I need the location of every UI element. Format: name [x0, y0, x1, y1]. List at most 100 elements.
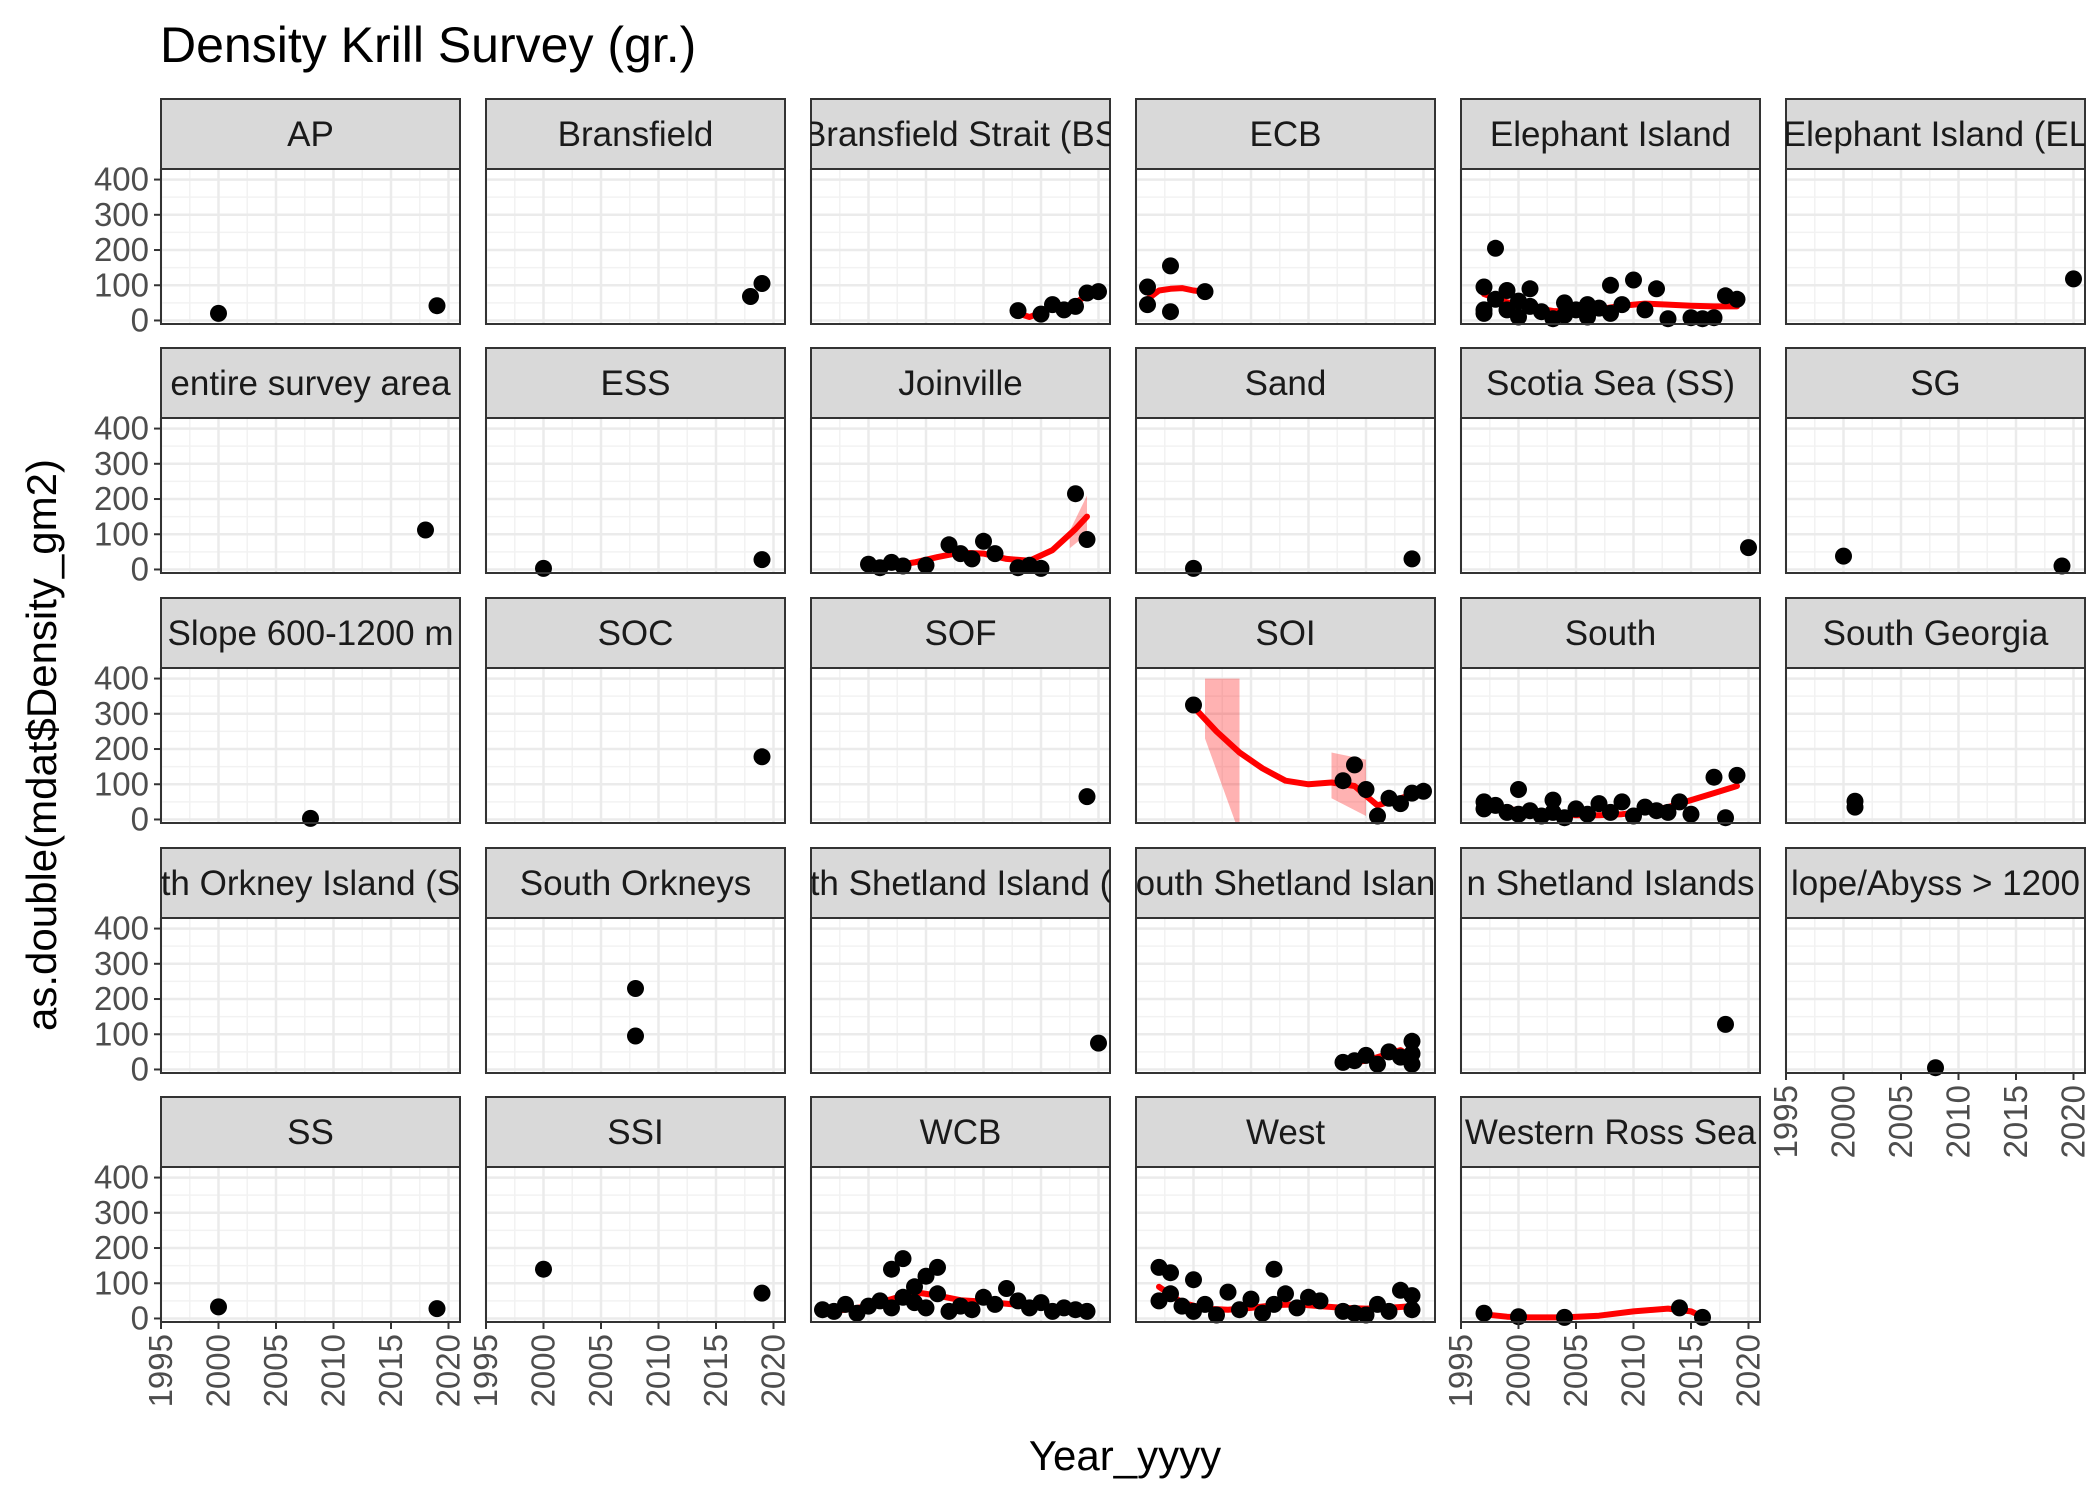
facet-strip-label: SOC	[598, 614, 674, 653]
data-point	[302, 809, 319, 827]
data-point	[1009, 302, 1027, 320]
facet-panel: Scotia Sea (SS)	[1459, 347, 1761, 574]
x-tick-label: 2005	[257, 1334, 294, 1407]
x-tick-label: 2000	[200, 1334, 237, 1407]
data-point	[535, 559, 552, 577]
facet-strip-label: South Georgia	[1823, 614, 2049, 653]
facet-strip-label: SS	[287, 1113, 334, 1152]
facet-strip-label: ECB	[1250, 115, 1322, 154]
x-tick-label: 2015	[372, 1334, 409, 1407]
data-point	[1846, 798, 1864, 816]
y-tick-label: 200	[94, 480, 149, 517]
data-point	[417, 521, 434, 539]
y-tick-label: 0	[131, 800, 149, 837]
data-point	[1078, 788, 1096, 806]
data-point	[1602, 304, 1619, 322]
facet-strip-label: Scotia Sea (SS)	[1486, 364, 1735, 403]
data-point	[1717, 809, 1734, 827]
data-point	[1556, 809, 1573, 827]
smooth-trend-line	[1144, 285, 1208, 303]
data-point	[1369, 807, 1386, 825]
facet-panel: WCB	[809, 1096, 1111, 1323]
data-point	[1602, 803, 1619, 821]
facet-strip	[1460, 847, 1761, 919]
data-point	[1475, 301, 1493, 319]
facet-strip	[810, 347, 1111, 419]
data-point	[1334, 772, 1352, 790]
data-point	[986, 545, 1004, 563]
facet-plot-area	[1461, 418, 1760, 573]
data-point	[1196, 1295, 1214, 1313]
x-tick-label: 2020	[2055, 1085, 2092, 1158]
data-point	[1740, 539, 1757, 557]
facet-panel-border	[485, 417, 786, 574]
facet-strip	[1785, 347, 2086, 419]
data-point	[1659, 803, 1677, 821]
facet-panel: SOC	[484, 597, 786, 824]
facet-strip-label: Bransfield Strait (BS	[803, 115, 1118, 154]
facet-strip	[1135, 1096, 1436, 1168]
data-point	[1277, 1285, 1294, 1303]
data-point	[1613, 793, 1631, 811]
facet-plot-area	[811, 1167, 1110, 1322]
facet-panel-border	[160, 667, 461, 824]
confidence-ribbon	[1205, 678, 1240, 823]
facet-panel-border	[810, 667, 1111, 824]
x-tick-label: 1995	[1442, 1334, 1479, 1407]
y-tick-label: 200	[94, 980, 149, 1017]
facet-panel-border	[160, 1166, 461, 1323]
facet-panel-border	[1460, 1166, 1761, 1323]
facet-panel: Bransfield Strait (BS	[803, 98, 1118, 325]
y-tick-label: 0	[131, 1050, 149, 1087]
data-point	[1032, 1294, 1050, 1312]
x-tick-label: 1995	[467, 1334, 504, 1407]
data-point	[1162, 1264, 1179, 1282]
data-point	[1671, 1299, 1688, 1317]
facet-strip-label: South	[1565, 614, 1656, 653]
facet-strip-label: Bransfield	[558, 115, 714, 154]
data-point	[1544, 791, 1562, 809]
data-point	[1498, 282, 1516, 299]
facet-strip-label: th Shetland Island (	[810, 864, 1112, 903]
data-point	[1392, 795, 1409, 813]
facet-panel-border	[1785, 168, 2086, 325]
facet-plot-area	[161, 1167, 460, 1322]
data-point	[1032, 559, 1050, 577]
data-point	[210, 304, 227, 322]
data-point	[428, 297, 446, 315]
facet-strip-label: AP	[287, 115, 334, 154]
data-point	[1556, 1308, 1573, 1326]
data-point	[1625, 807, 1642, 825]
data-point	[1288, 1299, 1306, 1317]
y-tick-label: 300	[94, 945, 149, 982]
facet-panel: SG	[1784, 347, 2086, 575]
x-tick-label: 1995	[142, 1334, 179, 1407]
y-tick-label: 400	[94, 660, 149, 697]
data-point	[1357, 1306, 1375, 1324]
data-point	[940, 536, 958, 554]
data-point	[1090, 1034, 1107, 1052]
facet-strip-label: SOI	[1255, 614, 1315, 653]
y-tick-label: 100	[94, 765, 149, 802]
facet-panel-border	[1785, 417, 2086, 574]
data-point	[917, 1267, 935, 1285]
facet-panel: South Orkneys	[484, 847, 786, 1074]
data-point	[2053, 557, 2071, 575]
data-point	[753, 551, 771, 569]
facet-panel-border	[1785, 917, 2086, 1074]
data-point	[1185, 1271, 1202, 1289]
facet-strip-label: entire survey area	[170, 364, 451, 403]
y-tick-label: 300	[94, 695, 149, 732]
facet-strip-label: ESS	[600, 364, 670, 403]
facet-panel-border	[485, 917, 786, 1074]
data-point	[1636, 301, 1654, 319]
data-point	[1311, 1292, 1329, 1310]
data-point	[1357, 781, 1375, 798]
data-point	[210, 1298, 227, 1316]
x-tick-label: 1995	[1767, 1085, 1804, 1158]
y-tick-label: 100	[94, 1264, 149, 1301]
data-point	[627, 980, 644, 997]
facet-strip	[1785, 597, 2086, 669]
